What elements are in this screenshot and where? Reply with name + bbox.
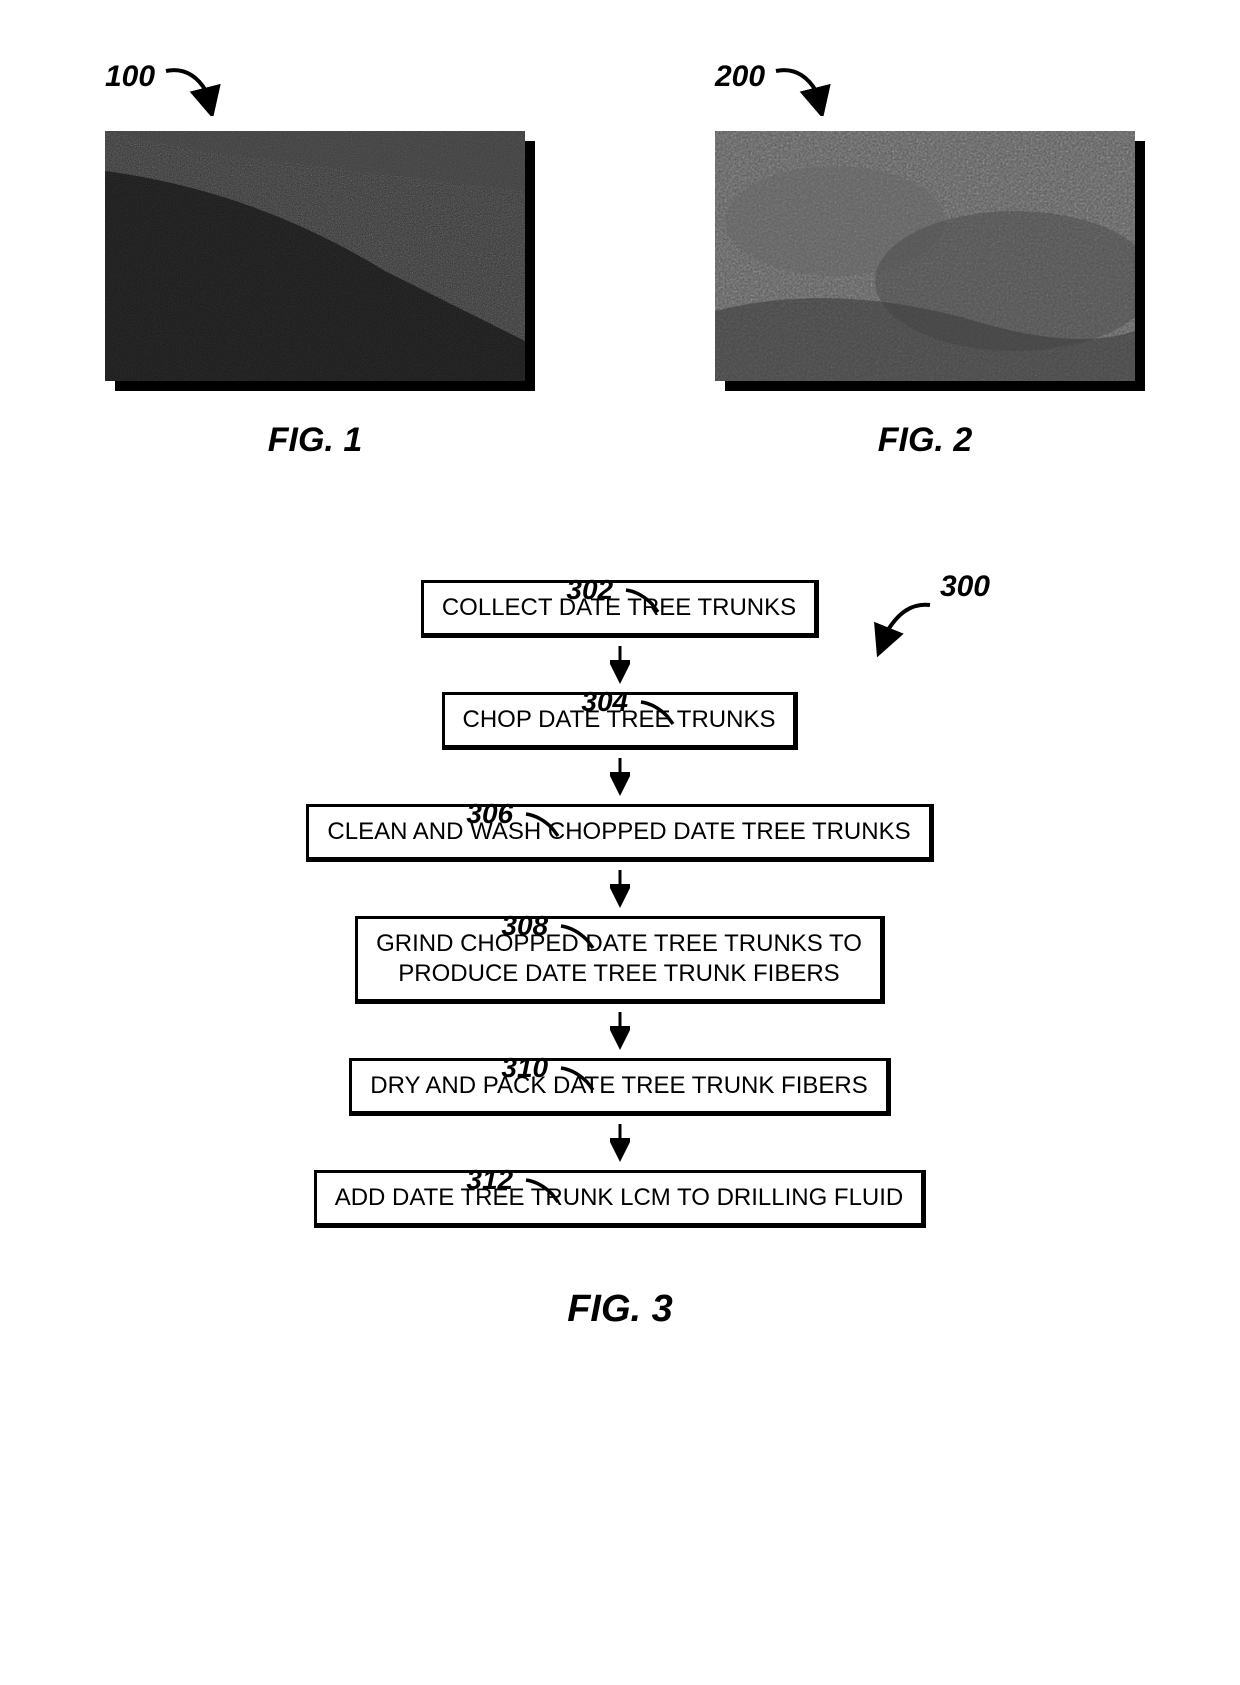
flowchart-section: 300 302COLLECT DATE TREE TRUNKS304CHOP D… [0,580,1240,1331]
flow-arrow-down-icon [306,1122,933,1164]
step-box: CLEAN AND WASH CHOPPED DATE TREE TRUNKS [306,804,933,862]
flow-step-row: 302COLLECT DATE TREE TRUNKS [306,580,933,638]
flow-step-row: 308GRIND CHOPPED DATE TREE TRUNKS TOPROD… [306,916,933,1004]
step-ref-label: 310 [501,1052,548,1084]
step-hook-icon [637,698,679,733]
step-hook-icon [522,1176,564,1211]
fig2-hook-icon [771,66,831,121]
fig2-photo [715,131,1135,381]
step-ref-label: 304 [581,686,628,718]
flow-step-row: 306CLEAN AND WASH CHOPPED DATE TREE TRUN… [306,804,933,862]
flow-arrow-down-icon [306,868,933,910]
step-ref-label: 302 [566,574,613,606]
figure-1-block: 100 FIG. 1 [105,60,525,460]
flow-arrow-down-icon [306,1010,933,1052]
fig2-caption: FIG. 2 [878,421,972,460]
fig1-hook-icon [161,66,221,121]
step-box: GRIND CHOPPED DATE TREE TRUNKS TOPRODUCE… [355,916,885,1004]
flow-arrow-down-icon [306,756,933,798]
flow-step-row: 304CHOP DATE TREE TRUNKS [306,692,933,750]
step-ref-label: 312 [466,1164,513,1196]
step-hook-icon [522,810,564,845]
step-hook-icon [557,922,599,957]
fig1-ref-label: 100 [105,60,155,94]
fig1-photo [105,131,525,381]
fig1-caption: FIG. 1 [268,421,362,460]
step-ref-label: 306 [466,798,513,830]
top-figures-row: 100 FIG. 1 200 [0,0,1240,460]
flow-step-row: 312ADD DATE TREE TRUNK LCM TO DRILLING F… [306,1170,933,1228]
step-hook-icon [557,1064,599,1099]
flow-step-row: 310DRY AND PACK DATE TREE TRUNK FIBERS [306,1058,933,1116]
step-box: DRY AND PACK DATE TREE TRUNK FIBERS [349,1058,890,1116]
step-box: COLLECT DATE TREE TRUNKS [421,580,819,638]
fig2-ref-label: 200 [715,60,765,94]
figure-2-block: 200 FIG. 2 [715,60,1135,460]
fig3-ref-label: 300 [940,570,990,604]
fig3-caption: FIG. 3 [567,1288,673,1331]
step-box: ADD DATE TREE TRUNK LCM TO DRILLING FLUI… [314,1170,927,1228]
step-hook-icon [622,586,664,621]
step-ref-label: 308 [501,910,548,942]
flow-arrow-down-icon [306,644,933,686]
